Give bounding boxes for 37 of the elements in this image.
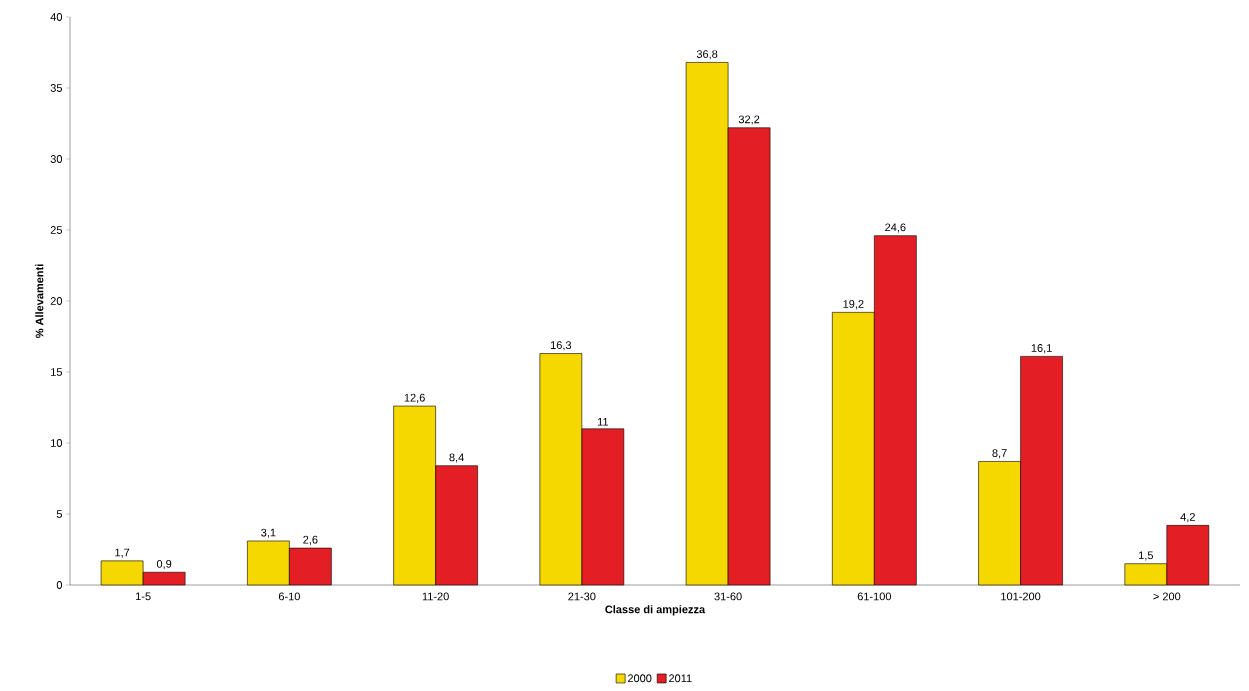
data-label: 8,4 — [449, 453, 464, 463]
data-label: 4,2 — [1180, 513, 1195, 523]
y-tick-label: 40 — [50, 13, 63, 21]
data-label: 1,5 — [1139, 551, 1154, 561]
data-label: 24,6 — [885, 223, 906, 233]
data-label: 32,2 — [738, 115, 760, 125]
y-tick-label: 15 — [51, 368, 63, 376]
y-tick-label: 5 — [56, 510, 63, 518]
data-label: 2,6 — [303, 535, 318, 545]
data-label: 1,7 — [115, 548, 130, 558]
x-tick-label: 21-30 — [568, 592, 596, 601]
y-tick-label: 30 — [50, 155, 63, 163]
y-tick-label: 20 — [50, 297, 63, 305]
data-label: 19,2 — [843, 300, 864, 310]
x-tick-label: 61-100 — [857, 592, 892, 601]
y-tick-label: 0 — [56, 581, 63, 589]
x-tick-label: 31-60 — [714, 592, 742, 601]
data-label: 12,6 — [404, 393, 425, 403]
data-label: 16,3 — [550, 341, 572, 351]
y-tick-label: 35 — [50, 84, 63, 92]
data-label: 36,8 — [696, 50, 718, 60]
y-tick-label: 25 — [50, 226, 63, 234]
x-tick-label: 6-10 — [278, 592, 300, 601]
legend-label: 2000 — [627, 674, 652, 683]
y-tick-label: 10 — [51, 439, 63, 447]
data-label: 0,9 — [156, 559, 172, 570]
x-axis-title: Classe di ampiezza — [605, 605, 706, 616]
data-label: 3,1 — [261, 528, 276, 538]
data-label: 8,7 — [992, 449, 1007, 459]
legend-label: 2011 — [669, 674, 692, 683]
y-axis-title: % Allevamenti — [35, 264, 44, 339]
x-tick-label: 101-200 — [1001, 592, 1041, 601]
data-label: 11 — [597, 418, 609, 426]
x-tick-label: > 200 — [1153, 592, 1181, 601]
x-tick-label: 1-5 — [136, 592, 151, 601]
data-label: 16,1 — [1031, 344, 1052, 354]
x-tick-label: 11-20 — [422, 592, 449, 601]
